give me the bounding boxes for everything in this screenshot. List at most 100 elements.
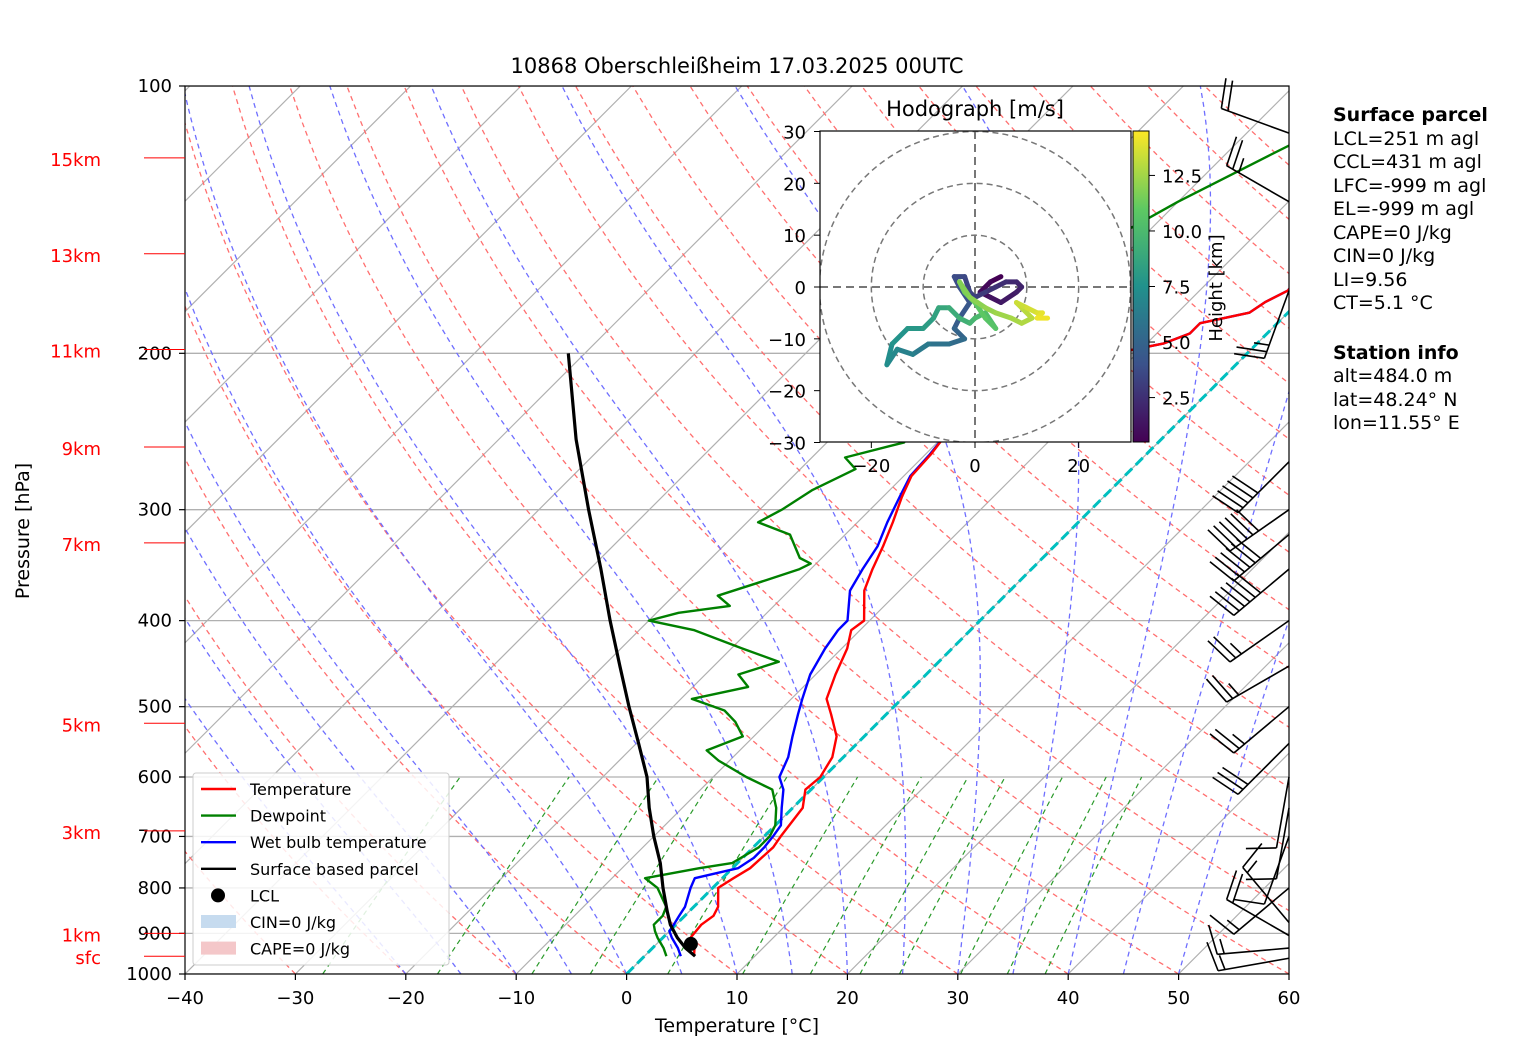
hodograph-ytick-label: 30 bbox=[783, 123, 806, 144]
lcl-marker bbox=[683, 936, 698, 951]
station-lon: lon=11.55° E bbox=[1333, 412, 1460, 434]
x-tick-label: 30 bbox=[946, 988, 969, 1009]
dry-adiabat bbox=[346, 86, 1179, 974]
p-tick-label: 1000 bbox=[126, 964, 172, 985]
hodograph-title: Hodograph [m/s] bbox=[886, 97, 1064, 121]
height-label: 1km bbox=[62, 925, 101, 946]
moist-adiabat bbox=[1122, 389, 1289, 974]
x-tick-label: −20 bbox=[387, 988, 425, 1009]
dry-adiabat bbox=[289, 86, 1069, 974]
wind-barb bbox=[1207, 924, 1290, 956]
series-temperature bbox=[689, 287, 1289, 957]
x-tick-label: −40 bbox=[166, 988, 204, 1009]
parcel-lcl: LCL=251 m agl bbox=[1333, 127, 1480, 150]
wind-barb bbox=[1225, 870, 1290, 937]
height-label: 7km bbox=[62, 535, 101, 556]
moist-adiabat bbox=[430, 86, 849, 974]
wind-barb bbox=[1245, 807, 1290, 881]
wind-barb bbox=[1209, 887, 1290, 935]
p-tick-label: 400 bbox=[138, 611, 172, 632]
legend-label: Wet bulb temperature bbox=[250, 833, 427, 852]
isotherm-line bbox=[736, 421, 1289, 974]
isotherm-line bbox=[185, 86, 743, 644]
isotherm-line bbox=[185, 86, 853, 755]
hodograph: Hodograph [m/s] 30 20 10 0 −10 −20 −30 −20 0 20 2… bbox=[768, 97, 1227, 477]
legend-label: CIN=0 J/kg bbox=[250, 913, 336, 932]
height-label: 13km bbox=[50, 246, 101, 267]
series-wet-bulb-temperature bbox=[668, 287, 1289, 957]
isotherm-line bbox=[185, 86, 522, 423]
dry-adiabat bbox=[185, 304, 738, 974]
mixing-ratio-line bbox=[859, 776, 969, 974]
hodograph-segment bbox=[884, 341, 895, 368]
moist-adiabat bbox=[1067, 86, 1212, 974]
hodograph-segment bbox=[889, 325, 911, 347]
wind-barb bbox=[1209, 533, 1290, 582]
mixing-ratio-line bbox=[1044, 776, 1143, 974]
colorbar-tick-label: 12.5 bbox=[1162, 166, 1202, 187]
x-tick-label: −10 bbox=[497, 988, 535, 1009]
wind-barb bbox=[1242, 842, 1290, 924]
legend-label: CAPE=0 J/kg bbox=[250, 940, 350, 959]
hodograph-ytick-label: 20 bbox=[783, 174, 806, 195]
isotherm-line bbox=[185, 86, 632, 534]
parcel-li: LI=9.56 bbox=[1333, 268, 1408, 291]
mixing-ratio-line bbox=[531, 776, 660, 974]
wind-barb bbox=[1209, 706, 1290, 754]
moist-adiabat bbox=[185, 420, 572, 974]
p-tick-label: 500 bbox=[138, 697, 172, 718]
colorbar-tick-label: 2.5 bbox=[1162, 389, 1191, 410]
dry-adiabat bbox=[185, 457, 628, 974]
wind-barb bbox=[1234, 290, 1290, 360]
wind-barb bbox=[1206, 941, 1290, 972]
isotherm-line bbox=[846, 531, 1289, 974]
height-label: 3km bbox=[62, 823, 101, 844]
hodograph-segment bbox=[910, 341, 931, 357]
hodograph-segment bbox=[894, 346, 916, 357]
wind-barb bbox=[1209, 568, 1290, 617]
p-tick-label: 800 bbox=[138, 878, 172, 899]
moist-adiabat bbox=[734, 86, 981, 974]
hodograph-segment bbox=[998, 289, 1019, 306]
legend-swatch bbox=[211, 888, 225, 903]
wind-barb bbox=[1207, 619, 1290, 663]
mixing-ratio-line bbox=[960, 776, 1064, 974]
hodograph-ring bbox=[870, 182, 1080, 392]
wind-barb bbox=[1205, 665, 1290, 703]
height-label: 11km bbox=[50, 341, 101, 362]
wind-barb bbox=[1212, 742, 1290, 796]
p-tick-label: 600 bbox=[138, 767, 172, 788]
parcel-lfc: LFC=-999 m agl bbox=[1333, 174, 1487, 197]
mixing-ratio-line bbox=[589, 776, 715, 974]
moist-adiabat bbox=[185, 286, 628, 974]
station-info-header: Station info bbox=[1333, 341, 1459, 364]
hodograph-segment bbox=[956, 300, 973, 321]
parcel-el: EL=-999 m agl bbox=[1333, 198, 1475, 220]
x-axis-label: Temperature [°C] bbox=[654, 1015, 819, 1037]
parcel-ccl: CCL=431 m agl bbox=[1333, 151, 1482, 173]
wind-barb bbox=[1225, 136, 1290, 203]
y-axis-label: Pressure [hPa] bbox=[12, 463, 34, 599]
hodograph-xtick-label: 0 bbox=[969, 456, 980, 477]
parcel-cin: CIN=0 J/kg bbox=[1333, 245, 1436, 267]
dry-adiabat bbox=[231, 86, 959, 974]
dry-adiabat bbox=[861, 86, 1289, 497]
chart-title: 10868 Oberschleißheim 17.03.2025 00UTC bbox=[511, 54, 964, 78]
mixing-ratio-line bbox=[809, 776, 922, 974]
wind-barb bbox=[1212, 461, 1290, 514]
dry-adiabat bbox=[403, 86, 1289, 974]
isotherm-line bbox=[515, 200, 1289, 974]
isotherm-line bbox=[185, 86, 412, 313]
hodograph-ytick-label: 10 bbox=[783, 226, 806, 247]
x-tick-label: 60 bbox=[1278, 988, 1301, 1009]
legend-swatch bbox=[201, 915, 236, 928]
mixing-ratio-line bbox=[898, 776, 1006, 974]
x-tick-label: −30 bbox=[276, 988, 314, 1009]
legend-label: Temperature bbox=[249, 780, 351, 799]
x-tick-label: 0 bbox=[621, 988, 632, 1009]
p-tick-label: 200 bbox=[138, 343, 172, 364]
legend-label: Surface based parcel bbox=[250, 860, 419, 879]
moist-adiabat bbox=[248, 86, 738, 974]
